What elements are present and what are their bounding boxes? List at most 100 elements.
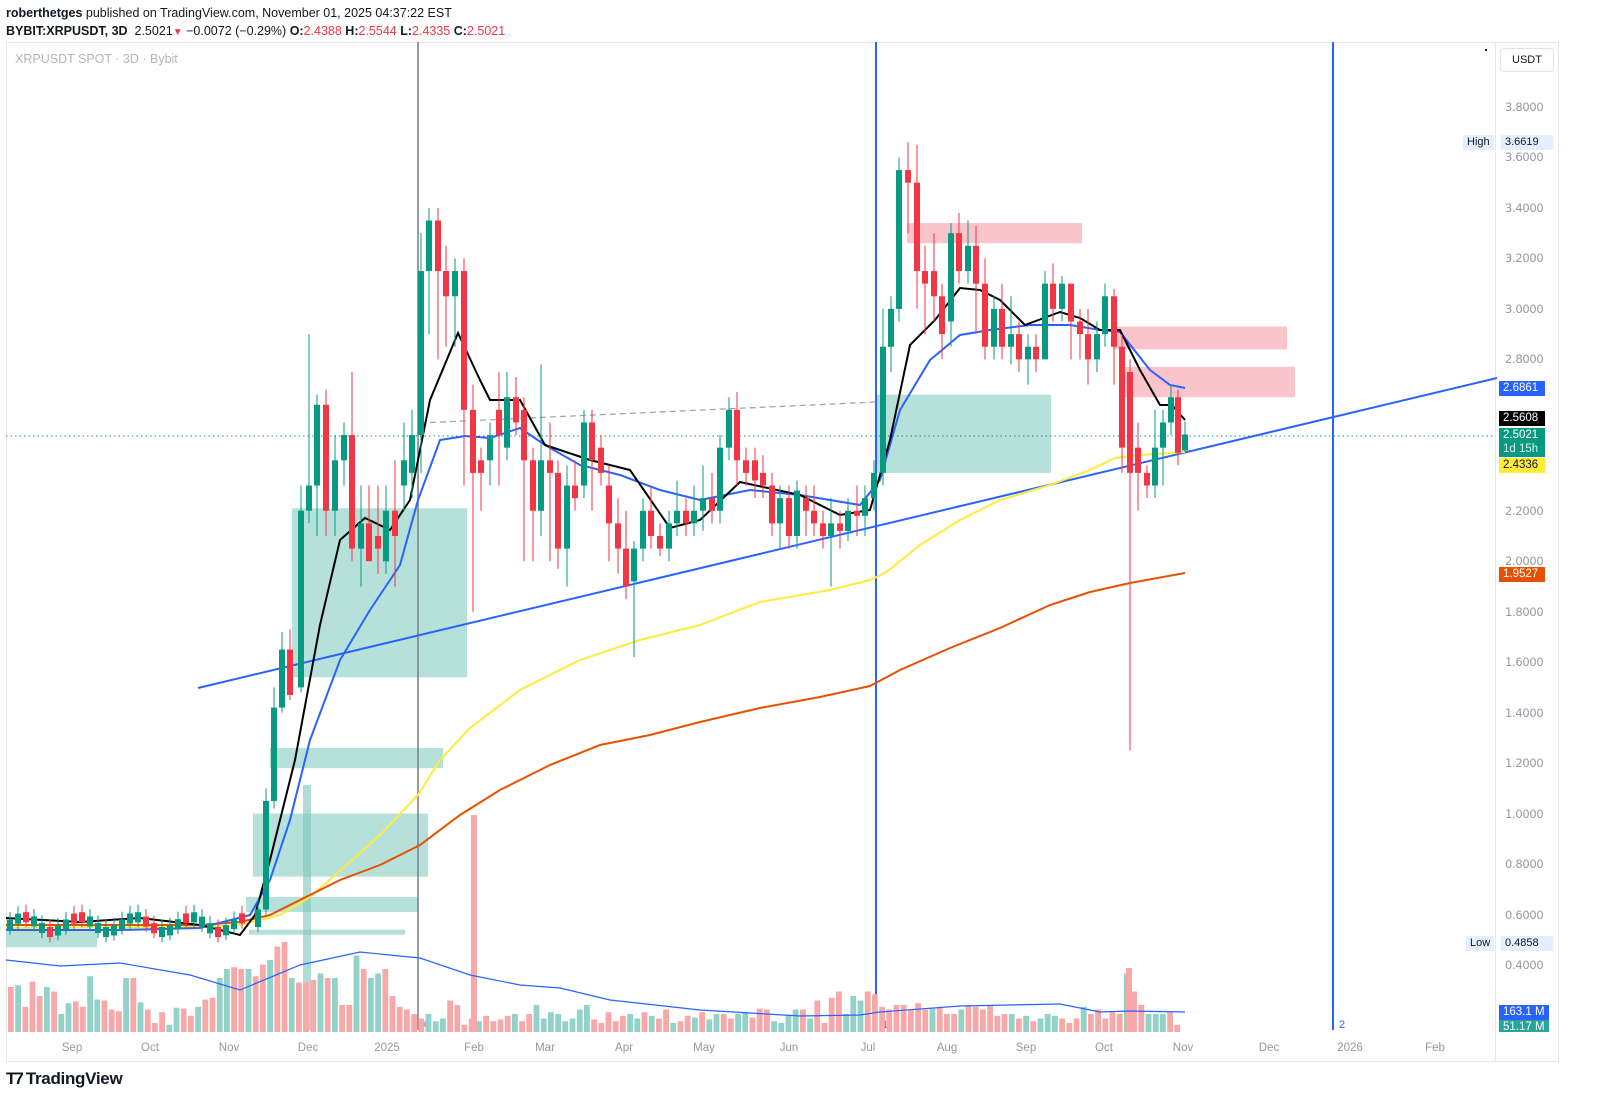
high-tag: High <box>1463 135 1494 150</box>
volume-label: 51.17 M <box>1499 1020 1549 1032</box>
volume-bar <box>1174 1024 1181 1032</box>
candle-body <box>931 271 937 297</box>
candle-body <box>127 913 133 924</box>
candle-body <box>366 523 372 562</box>
volume-bar <box>1073 1018 1080 1032</box>
vertical-line-label: 2 <box>1339 1019 1345 1031</box>
candle-body <box>223 925 229 936</box>
price-tick: 1.8000 <box>1505 604 1544 619</box>
volume-bar <box>130 978 137 1032</box>
volume-bar <box>324 978 331 1032</box>
candle-body <box>547 460 553 473</box>
volume-bar <box>598 1023 605 1032</box>
volume-bar <box>864 991 871 1032</box>
candle-body <box>452 271 458 297</box>
candle-body <box>905 170 911 183</box>
candle-body <box>79 912 85 923</box>
candle-body <box>837 523 843 531</box>
price-tick: 2.8000 <box>1505 352 1544 367</box>
volume-bar <box>562 1021 569 1032</box>
brand-name: TradingView <box>25 1069 123 1088</box>
volume-bar <box>1167 1012 1173 1032</box>
candle-body <box>734 409 740 461</box>
time-tick: Aug <box>936 1042 958 1054</box>
candle-body <box>888 308 894 347</box>
candle-body <box>581 422 587 486</box>
time-tick: Jul <box>860 1042 876 1054</box>
zone <box>246 896 418 912</box>
author-name[interactable]: roberthetges <box>6 6 83 20</box>
volume-bar <box>1095 1009 1101 1032</box>
settings-dot-icon[interactable] <box>1485 49 1487 51</box>
volume-bar <box>260 964 266 1032</box>
volume-bar <box>202 999 209 1032</box>
candle-body <box>845 510 851 531</box>
price-tick: 3.0000 <box>1505 301 1544 316</box>
volume-bar <box>929 1008 936 1032</box>
price-axis-separator <box>1495 42 1496 1062</box>
volume-bar <box>756 1008 763 1032</box>
candle-body <box>648 510 654 536</box>
candle-body <box>717 447 723 511</box>
high-value: 2.5544 <box>358 24 397 38</box>
volume-bar <box>857 1000 864 1032</box>
candle-body <box>811 510 817 524</box>
candle-body <box>1127 371 1133 473</box>
currency-unit-button[interactable]: USDT <box>1500 48 1554 72</box>
volume-bar <box>879 1006 885 1032</box>
volume-bar <box>591 1019 597 1032</box>
volume-bar <box>44 987 50 1032</box>
volume-bar <box>1138 1005 1145 1032</box>
volume-bar <box>447 1000 453 1032</box>
volume-bar <box>980 1009 986 1032</box>
candle-body <box>786 498 792 536</box>
time-tick: May <box>693 1042 715 1054</box>
candle-body <box>63 919 69 930</box>
candle-body <box>1016 334 1022 360</box>
candle-body <box>375 535 381 549</box>
volume-bar <box>94 999 101 1032</box>
volume-bar <box>1066 1023 1073 1032</box>
bar-countdown-label: 1d 15h <box>1499 442 1545 457</box>
volume-bar <box>821 1023 828 1032</box>
tradingview-logo[interactable]: T7 TradingView <box>6 1069 123 1089</box>
price-tick: 0.4000 <box>1505 957 1544 972</box>
candle-body <box>1160 422 1166 448</box>
ma-slow-price-label: 1.9527 <box>1499 567 1545 582</box>
candle-body <box>1152 447 1158 486</box>
price-tick: 1.6000 <box>1505 655 1544 670</box>
price-tick: 0.6000 <box>1505 907 1544 922</box>
candle-body <box>982 283 988 347</box>
candle-body <box>279 649 285 708</box>
volume-bar <box>792 1009 799 1032</box>
volume-bar <box>15 985 21 1032</box>
candle-body <box>426 220 432 272</box>
candle-body <box>862 498 868 516</box>
candle-body <box>555 472 561 549</box>
volume-bar <box>728 1018 734 1032</box>
price-tick: 3.4000 <box>1505 200 1544 215</box>
ema-fast-price-label: 2.5608 <box>1499 411 1545 426</box>
volume-bar <box>540 1018 547 1032</box>
tradingview-logo-icon: T7 <box>6 1069 24 1088</box>
volume-bar <box>368 978 374 1032</box>
time-tick: Oct <box>1095 1042 1113 1054</box>
candle-body <box>615 523 621 549</box>
volume-bar <box>1160 1014 1166 1032</box>
volume-bar <box>173 1007 180 1032</box>
volume-bar <box>936 1006 943 1032</box>
candle-body <box>31 916 37 927</box>
candle-body <box>769 485 775 524</box>
volume-bar <box>771 1021 777 1032</box>
time-tick: Apr <box>615 1042 633 1054</box>
candle-body <box>1182 434 1188 451</box>
volume-bar <box>339 1005 345 1032</box>
volume-bar <box>22 1006 29 1032</box>
price-tick: 3.8000 <box>1505 100 1544 114</box>
volume-bar <box>807 1018 813 1032</box>
time-tick: 2026 <box>1337 1042 1363 1054</box>
volume-bar <box>1052 1015 1058 1032</box>
time-tick: 2025 <box>374 1042 400 1054</box>
chart-legend: XRPUSDT SPOT · 3D · Bybit <box>15 52 178 66</box>
